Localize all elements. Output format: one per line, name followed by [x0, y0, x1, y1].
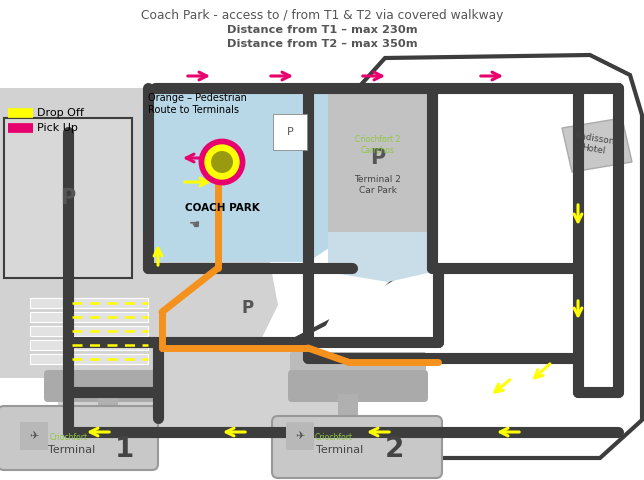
Polygon shape	[98, 394, 118, 416]
Circle shape	[211, 151, 233, 173]
Polygon shape	[328, 232, 432, 282]
Circle shape	[205, 145, 239, 179]
Text: COACH PARK: COACH PARK	[185, 203, 260, 213]
Polygon shape	[58, 348, 358, 432]
Text: Coach Park - access to / from T1 & T2 via covered walkway: Coach Park - access to / from T1 & T2 vi…	[141, 10, 503, 23]
Text: P: P	[242, 299, 254, 317]
Polygon shape	[4, 118, 132, 278]
Text: 2: 2	[385, 435, 404, 463]
Text: Terminal: Terminal	[48, 445, 95, 455]
Text: 1: 1	[115, 435, 134, 463]
FancyBboxPatch shape	[288, 370, 428, 402]
Text: Criochfort: Criochfort	[315, 432, 353, 442]
Polygon shape	[338, 394, 358, 424]
Polygon shape	[268, 55, 642, 458]
Text: Distance from T1 – max 230m: Distance from T1 – max 230m	[227, 25, 417, 35]
Polygon shape	[30, 312, 148, 322]
Text: P: P	[287, 127, 294, 137]
Text: Terminal 2
Car Park: Terminal 2 Car Park	[355, 175, 401, 195]
Text: ☚: ☚	[189, 218, 201, 231]
Text: Terminal: Terminal	[316, 445, 364, 455]
Text: Criochfort 2
Carrchos: Criochfort 2 Carrchos	[355, 135, 401, 155]
Text: P: P	[370, 148, 386, 168]
Polygon shape	[30, 326, 148, 336]
Polygon shape	[298, 88, 618, 432]
FancyBboxPatch shape	[0, 406, 158, 470]
Polygon shape	[30, 354, 148, 364]
FancyBboxPatch shape	[272, 416, 442, 478]
Text: P: P	[61, 188, 75, 208]
Text: ✈: ✈	[30, 431, 39, 441]
Text: Distance from T2 – max 350m: Distance from T2 – max 350m	[227, 39, 417, 49]
Circle shape	[200, 140, 244, 184]
Polygon shape	[142, 88, 338, 262]
Polygon shape	[328, 88, 432, 242]
Text: Orange – Pedestrian
Route to Terminals: Orange – Pedestrian Route to Terminals	[148, 93, 247, 115]
Polygon shape	[30, 298, 148, 308]
Text: Drop Off: Drop Off	[37, 108, 84, 118]
Text: ✈: ✈	[296, 431, 305, 441]
Polygon shape	[30, 340, 148, 350]
Text: Radisson
Hotel: Radisson Hotel	[573, 131, 616, 157]
FancyBboxPatch shape	[44, 370, 160, 402]
FancyBboxPatch shape	[290, 352, 426, 374]
Polygon shape	[562, 118, 632, 172]
Text: Criochfort: Criochfort	[50, 432, 88, 442]
Polygon shape	[0, 88, 278, 378]
Text: Pick Up: Pick Up	[37, 123, 78, 133]
